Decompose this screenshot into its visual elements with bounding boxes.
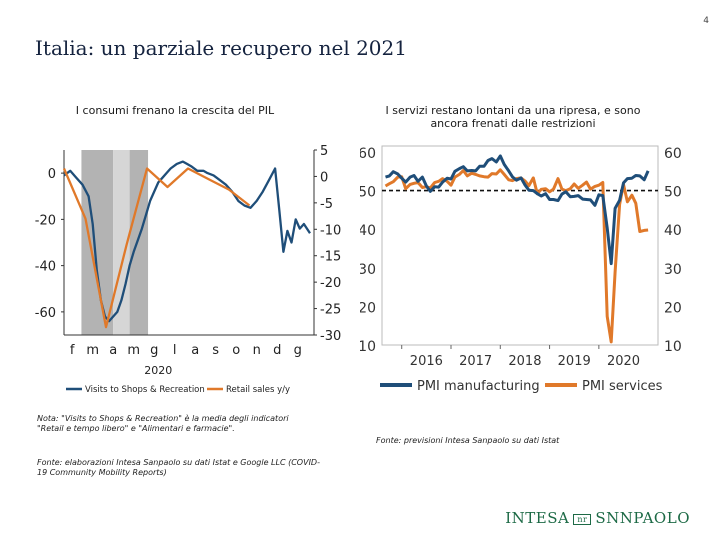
x-tick-label: f bbox=[70, 343, 75, 358]
right-chart-subtitle: I servizi restano lontani da una ripresa… bbox=[385, 104, 641, 130]
right-y-tick-label: 20 bbox=[664, 300, 682, 316]
chart-note: Nota: "Visits to Shops & Recreation" è l… bbox=[37, 414, 289, 433]
x-tick-label: g bbox=[294, 343, 302, 358]
left-y-tick-label: 60 bbox=[360, 146, 376, 162]
legend-label-pmi-manufacturing: PMI manufacturing bbox=[417, 379, 540, 394]
series-line-pmi-services bbox=[384, 168, 649, 344]
brand-logo-left: INTESA bbox=[505, 509, 570, 527]
right-y-tick-label: 5 bbox=[320, 144, 328, 159]
x-tick-label: m bbox=[127, 343, 140, 358]
brand-logo-right: SNNPAOLO bbox=[595, 509, 690, 527]
left-chart-subtitle: I consumi frenano la crescita del PIL bbox=[75, 104, 275, 117]
left-y-tick-label: 20 bbox=[360, 300, 376, 316]
brand-logo-mark: nr bbox=[573, 513, 592, 525]
series-line-visits bbox=[63, 160, 311, 323]
right-source-note: Fonte: previsioni Intesa Sanpaolo su dat… bbox=[376, 436, 560, 445]
right-y-tick-label: -5 bbox=[320, 197, 333, 212]
right-y-tick-label: 60 bbox=[664, 146, 682, 162]
series-line-pmi-manufacturing bbox=[385, 154, 650, 266]
left-y-tick-label: 40 bbox=[360, 223, 376, 239]
shaded-region-0 bbox=[81, 150, 114, 335]
right-y-tick-label: 40 bbox=[664, 223, 682, 239]
x-tick-label: s bbox=[212, 343, 219, 358]
x-tick-label: a bbox=[109, 343, 117, 358]
left-y-tick-label: -20 bbox=[35, 213, 56, 228]
right-y-tick-label: 30 bbox=[664, 262, 682, 278]
right-y-tick-label: 0 bbox=[320, 170, 328, 185]
right-y-tick-label: 50 bbox=[664, 185, 682, 201]
x-tick-label: 2017 bbox=[459, 354, 492, 369]
right-y-tick-label: -25 bbox=[320, 303, 341, 318]
left-y-tick-label: 50 bbox=[360, 185, 376, 201]
left-y-tick-label: 10 bbox=[360, 339, 376, 355]
plot-frame bbox=[381, 145, 659, 346]
left-source-note: Fonte: elaborazioni Intesa Sanpaolo su d… bbox=[37, 458, 320, 477]
right-y-tick-label: 10 bbox=[664, 339, 682, 355]
x-tick-label: a bbox=[191, 343, 199, 358]
x-tick-label: m bbox=[86, 343, 99, 358]
series-line-retail-sales bbox=[62, 167, 251, 329]
right-y-tick-label: -20 bbox=[320, 276, 341, 291]
right-y-tick-label: -15 bbox=[320, 250, 341, 265]
left-y-tick-label: 30 bbox=[360, 262, 376, 278]
x-tick-label: 2018 bbox=[508, 354, 541, 369]
x-tick-label: l bbox=[173, 343, 177, 358]
legend-label-pmi-services: PMI services bbox=[582, 379, 663, 394]
x-tick-label: n bbox=[253, 343, 261, 358]
page-number: 4 bbox=[703, 16, 709, 26]
x-tick-label: 2016 bbox=[410, 354, 443, 369]
x-tick-label: o bbox=[232, 343, 240, 358]
page-title: Italia: un parziale recupero nel 2021 bbox=[35, 36, 407, 60]
x-axis-label: 2020 bbox=[144, 364, 172, 377]
brand-logo: INTESA nr SNNPAOLO bbox=[505, 509, 690, 527]
x-tick-label: 2020 bbox=[607, 354, 640, 369]
x-tick-label: g bbox=[150, 343, 158, 358]
legend-label-retail-sales: Retail sales y/y bbox=[226, 385, 290, 395]
left-y-tick-label: -60 bbox=[35, 306, 56, 321]
right-y-tick-label: -10 bbox=[320, 223, 341, 238]
left-y-tick-label: -40 bbox=[35, 260, 56, 275]
left-y-tick-label: 0 bbox=[48, 167, 56, 182]
x-tick-label: d bbox=[273, 343, 281, 358]
right-y-tick-label: -30 bbox=[320, 329, 341, 344]
legend-label-visits: Visits to Shops & Recreation bbox=[85, 385, 205, 395]
shaded-region-2 bbox=[129, 150, 149, 335]
x-tick-label: 2019 bbox=[558, 354, 591, 369]
